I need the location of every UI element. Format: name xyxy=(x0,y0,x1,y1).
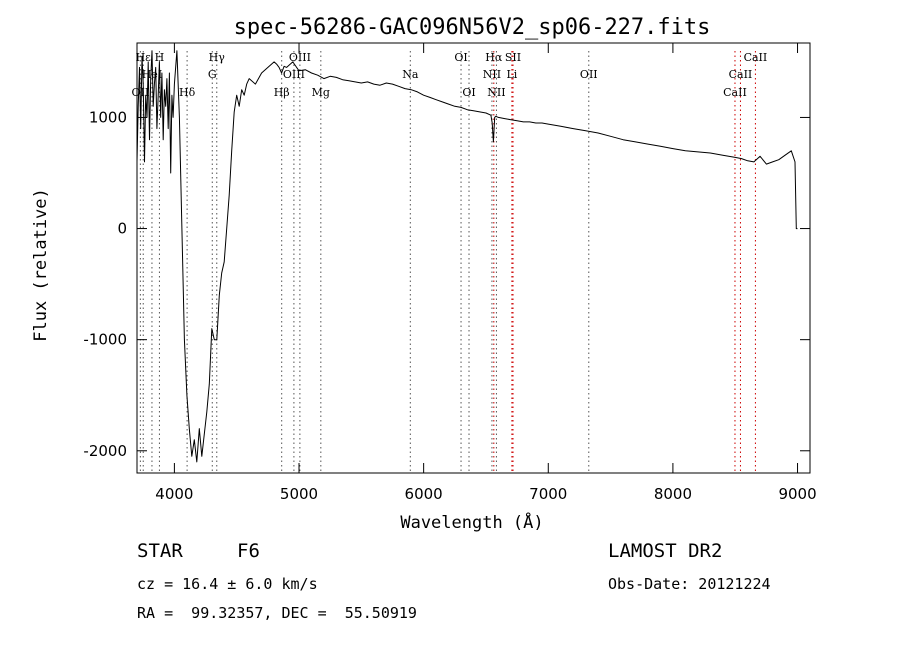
survey-name: LAMOST DR2 xyxy=(608,540,723,562)
x-tick-label: 6000 xyxy=(405,485,443,503)
marker-label: OI xyxy=(462,86,475,99)
redshift-cz: cz = 16.4 ± 6.0 km/s xyxy=(137,575,318,593)
line-markers: OIIHεHeIHHδHγGHβOIIIOIIIMgNaOIOIHαNIINII… xyxy=(132,51,768,473)
x-axis-label: Wavelength (Å) xyxy=(400,511,543,533)
plot-frame xyxy=(136,42,811,474)
y-tick-label: 0 xyxy=(117,220,127,238)
marker-label: Mg xyxy=(312,86,330,99)
coordinates: RA = 99.32357, DEC = 55.50919 xyxy=(137,604,417,622)
y-axis: -2000 -1000 0 1000 xyxy=(83,108,810,460)
marker-label: Li xyxy=(506,68,517,81)
marker-label: Hβ xyxy=(274,86,290,99)
marker-label: HeI xyxy=(142,68,162,81)
marker-label: Hα xyxy=(485,51,503,64)
marker-label: Hδ xyxy=(179,86,196,99)
x-tick-label: 4000 xyxy=(155,485,193,503)
object-subclass: F6 xyxy=(237,540,260,562)
marker-label: G xyxy=(208,68,217,81)
marker-label: NII xyxy=(483,68,501,81)
object-class: STAR xyxy=(137,540,183,562)
marker-label: NII xyxy=(487,86,505,99)
y-tick-label: -2000 xyxy=(83,442,127,460)
x-tick-label: 5000 xyxy=(280,485,318,503)
marker-label: OIII xyxy=(283,68,305,81)
spectrum-line xyxy=(136,50,798,463)
x-tick-label: 9000 xyxy=(778,485,816,503)
marker-label: CaII xyxy=(723,86,747,99)
marker-label: CaII xyxy=(744,51,768,64)
obs-date: Obs-Date: 20121224 xyxy=(608,575,771,593)
chart-title: spec-56286-GAC096N56V2_sp06-227.fits xyxy=(234,15,711,40)
y-tick-label: -1000 xyxy=(83,331,127,349)
x-axis: 4000 5000 6000 7000 8000 9000 xyxy=(155,43,817,503)
y-axis-label: Flux (relative) xyxy=(31,188,51,342)
y-tick-label: 1000 xyxy=(89,108,127,126)
marker-label: OI xyxy=(454,51,467,64)
marker-label: CaII xyxy=(729,68,753,81)
marker-label: Na xyxy=(402,68,419,81)
marker-label: H xyxy=(155,51,165,64)
marker-label: OII xyxy=(580,68,598,81)
marker-label: Hε xyxy=(136,51,152,64)
marker-label: Hγ xyxy=(209,51,226,64)
x-tick-label: 8000 xyxy=(654,485,692,503)
x-tick-label: 7000 xyxy=(529,485,567,503)
spectrum-series xyxy=(136,50,798,463)
marker-label: SII xyxy=(505,51,521,64)
